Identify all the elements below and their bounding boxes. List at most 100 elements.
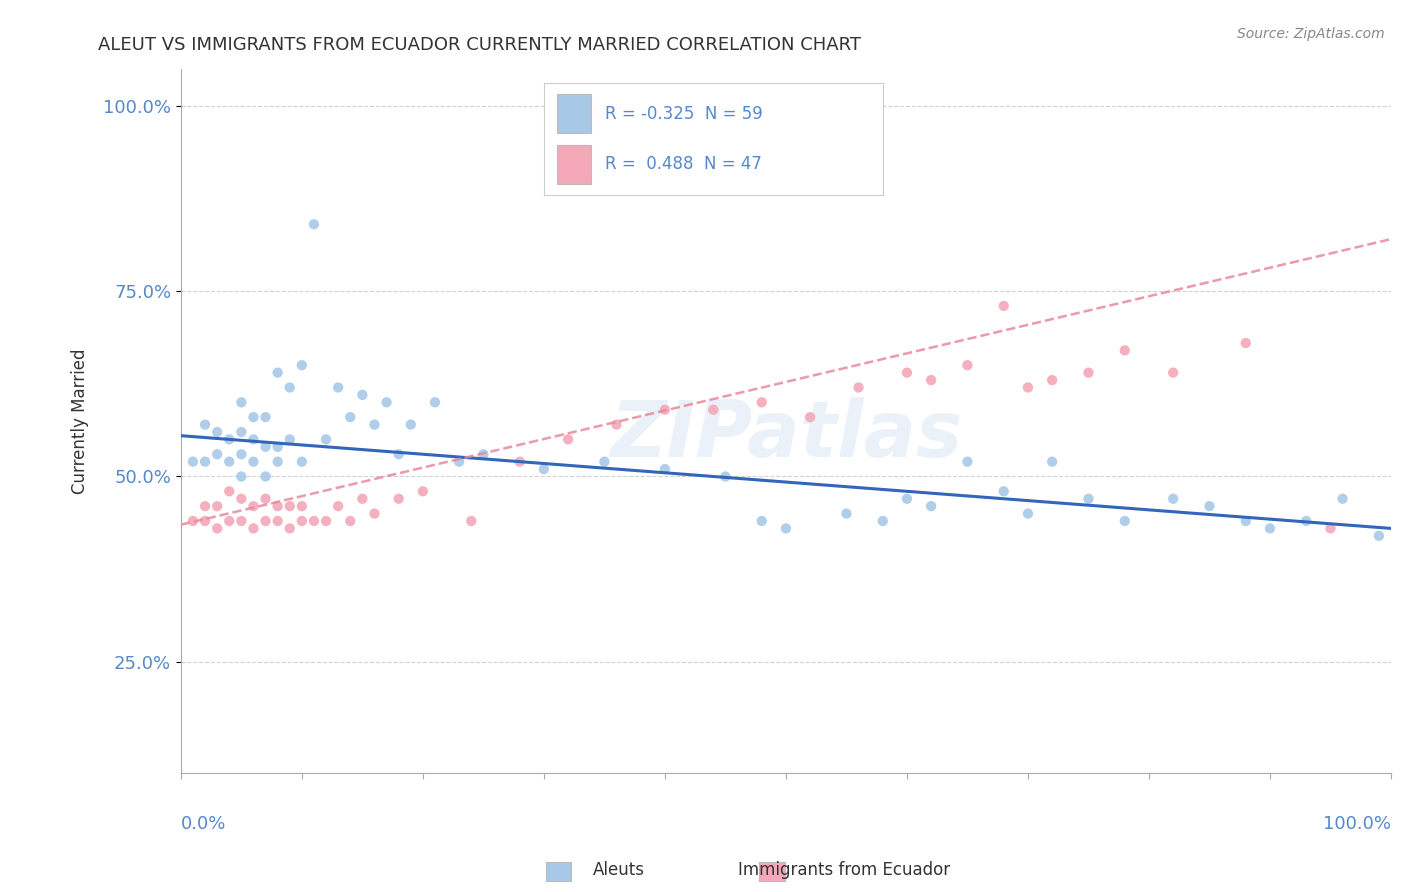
Point — [1234, 514, 1257, 528]
Point — [278, 380, 301, 394]
Point — [835, 507, 858, 521]
Point — [231, 491, 253, 506]
Point — [1198, 499, 1220, 513]
Point — [266, 499, 288, 513]
Point — [1114, 514, 1136, 528]
Point — [315, 433, 337, 447]
Point — [557, 433, 579, 447]
Text: ALEUT VS IMMIGRANTS FROM ECUADOR CURRENTLY MARRIED CORRELATION CHART: ALEUT VS IMMIGRANTS FROM ECUADOR CURRENT… — [98, 36, 862, 54]
Point — [1319, 521, 1341, 535]
Point — [1368, 529, 1391, 543]
Point — [218, 484, 240, 499]
Point — [302, 514, 325, 528]
Point — [956, 455, 979, 469]
Point — [194, 417, 217, 432]
Point — [218, 433, 240, 447]
Point — [388, 491, 411, 506]
Point — [266, 455, 288, 469]
Point — [509, 455, 531, 469]
Point — [315, 514, 337, 528]
Point — [848, 380, 870, 394]
Point — [993, 299, 1015, 313]
Point — [302, 217, 325, 231]
Point — [266, 366, 288, 380]
Point — [218, 514, 240, 528]
Point — [291, 358, 314, 372]
Point — [423, 395, 446, 409]
Point — [533, 462, 555, 476]
Text: ZIPatlas: ZIPatlas — [610, 397, 962, 473]
Point — [363, 417, 385, 432]
Point — [194, 499, 217, 513]
Point — [654, 462, 676, 476]
Point — [352, 388, 374, 402]
Point — [714, 469, 737, 483]
Point — [1161, 366, 1184, 380]
Point — [654, 402, 676, 417]
Point — [896, 491, 918, 506]
Point — [194, 514, 217, 528]
Point — [702, 402, 724, 417]
Point — [242, 410, 264, 425]
Point — [254, 410, 277, 425]
Point — [254, 469, 277, 483]
Point — [920, 373, 942, 387]
Point — [266, 514, 288, 528]
Text: 0.0%: 0.0% — [181, 815, 226, 833]
Point — [1234, 335, 1257, 350]
Point — [242, 433, 264, 447]
Point — [751, 514, 773, 528]
Point — [231, 425, 253, 439]
Point — [1258, 521, 1281, 535]
Point — [278, 499, 301, 513]
Point — [254, 440, 277, 454]
Point — [449, 455, 471, 469]
Point — [231, 395, 253, 409]
Point — [205, 521, 228, 535]
Point — [1077, 491, 1099, 506]
Point — [472, 447, 495, 461]
Point — [896, 366, 918, 380]
Point — [1114, 343, 1136, 358]
Point — [593, 455, 616, 469]
Text: Source: ZipAtlas.com: Source: ZipAtlas.com — [1237, 27, 1385, 41]
Point — [388, 447, 411, 461]
Point — [1040, 373, 1063, 387]
Point — [242, 499, 264, 513]
Point — [605, 417, 627, 432]
Point — [205, 447, 228, 461]
Point — [956, 358, 979, 372]
Point — [266, 440, 288, 454]
Point — [1077, 366, 1099, 380]
Point — [278, 433, 301, 447]
Point — [194, 455, 217, 469]
Point — [231, 469, 253, 483]
Point — [799, 410, 821, 425]
Point — [205, 499, 228, 513]
Point — [242, 521, 264, 535]
Point — [339, 410, 361, 425]
Point — [751, 395, 773, 409]
Text: Aleuts: Aleuts — [593, 861, 644, 879]
Point — [412, 484, 434, 499]
Point — [872, 514, 894, 528]
Point — [254, 514, 277, 528]
Point — [291, 514, 314, 528]
Point — [363, 507, 385, 521]
Point — [460, 514, 482, 528]
Point — [181, 455, 204, 469]
Point — [352, 491, 374, 506]
Point — [1161, 491, 1184, 506]
Point — [1295, 514, 1317, 528]
Point — [254, 491, 277, 506]
Point — [231, 514, 253, 528]
Point — [278, 521, 301, 535]
Point — [291, 499, 314, 513]
Point — [339, 514, 361, 528]
Point — [1017, 507, 1039, 521]
Point — [291, 455, 314, 469]
Point — [1017, 380, 1039, 394]
Point — [205, 425, 228, 439]
Point — [920, 499, 942, 513]
Point — [242, 455, 264, 469]
